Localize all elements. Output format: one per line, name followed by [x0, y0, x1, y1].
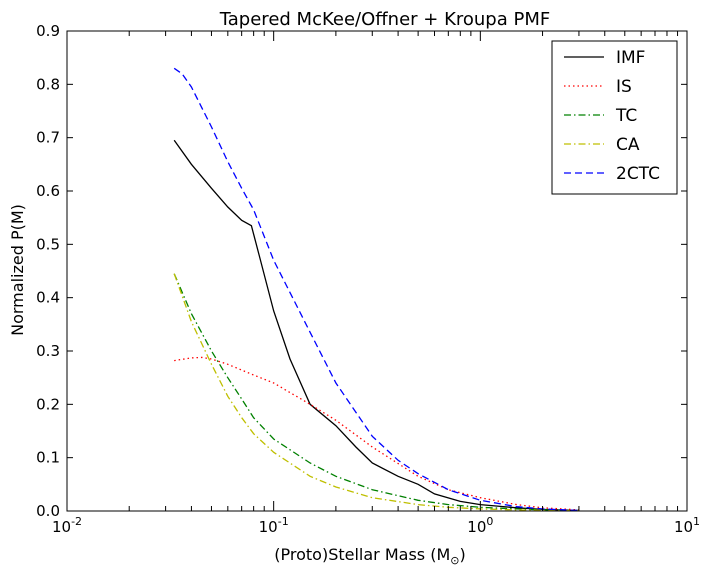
- legend-label-is: IS: [616, 77, 632, 97]
- legend: IMF IS TC CA 2CTC: [551, 40, 678, 195]
- x-tick-label: 100: [467, 515, 493, 536]
- plot-frame: [66, 30, 688, 512]
- y-tick-label: 0.7: [36, 129, 60, 147]
- plot-area: [173, 67, 579, 512]
- x-axis-label-close: ): [459, 545, 465, 564]
- x-tick-label: 10-1: [259, 515, 289, 536]
- y-tick-label: 0.6: [36, 182, 60, 200]
- y-tick-label: 0.3: [36, 342, 60, 360]
- x-axis-label: (Proto)Stellar Mass (M⊙): [274, 545, 465, 567]
- y-tick-label: 0.8: [36, 75, 60, 93]
- x-axis-label-sub: ⊙: [450, 554, 459, 567]
- x-axis-label-main: (Proto)Stellar Mass (M: [274, 545, 450, 564]
- y-axis-ticks: 0.0 0.1 0.2 0.3 0.4 0.5 0.6 0.7 0.8 0.9: [36, 22, 687, 520]
- series-line-imf: [173, 139, 579, 512]
- x-tick-label: 101: [674, 515, 700, 536]
- series-line-ca: [173, 273, 579, 512]
- legend-box: [551, 40, 678, 195]
- legend-label-tc: TC: [615, 106, 637, 126]
- legend-label-ca: CA: [616, 135, 640, 155]
- y-tick-label: 0.2: [36, 395, 60, 413]
- series-line-is: [174, 356, 579, 511]
- y-tick-label: 0.1: [36, 449, 60, 467]
- y-tick-label: 0.9: [36, 22, 60, 40]
- y-axis-label: Normalized P(M): [8, 204, 27, 336]
- chart-title: Tapered McKee/Offner + Kroupa PMF: [219, 9, 550, 30]
- y-tick-label: 0.4: [36, 289, 60, 307]
- legend-label-imf: IMF: [616, 48, 645, 68]
- series-line-2ctc: [173, 67, 579, 512]
- y-tick-label: 0.0: [36, 502, 60, 520]
- series-line-tc: [173, 273, 579, 512]
- legend-label-2ctc: 2CTC: [616, 164, 660, 184]
- y-tick-label: 0.5: [36, 235, 60, 253]
- x-tick-label: 10-2: [52, 515, 82, 536]
